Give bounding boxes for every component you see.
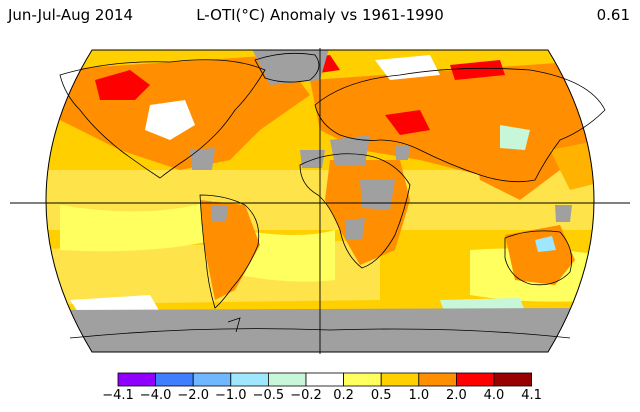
colorbar-swatch	[455, 372, 495, 387]
colorbar-tick-label: 4.0	[483, 388, 505, 403]
south-america-anomaly	[200, 200, 260, 300]
colorbar-tick-label: 0.2	[333, 388, 354, 403]
no-data-sahara	[330, 135, 370, 165]
hotspot-siberia	[385, 110, 430, 135]
colorbar-swatch	[380, 372, 420, 387]
colorbar-tick-label: −1.0	[215, 388, 247, 403]
colorbar-tick-label: −0.5	[252, 388, 285, 403]
colorbar-swatch	[305, 372, 344, 387]
colorbar-tick-label: 4.1	[521, 388, 542, 403]
globe-outline	[45, 49, 595, 353]
colorbar-swatch	[418, 372, 457, 387]
colorbar-swatch	[192, 372, 232, 387]
hotspot-north-america	[95, 70, 150, 100]
colorbar-tick-label: −0.2	[290, 388, 322, 403]
period-label: Jun-Jul-Aug 2014	[8, 6, 134, 24]
colorbar-tick-label: 2.0	[446, 388, 467, 403]
colorbar-swatch	[117, 372, 156, 387]
colorbar-tick-label: 1.0	[408, 388, 430, 403]
colorbar-tick-label: −4.1	[102, 388, 134, 403]
coastlines	[59, 52, 606, 339]
colorbar-swatch	[493, 372, 532, 387]
colorbar-tick-label: −2.0	[177, 388, 209, 403]
colorbar-swatch	[267, 372, 307, 387]
no-data-greenland	[250, 50, 330, 85]
cool-patch-australia	[535, 236, 556, 252]
colorbar-tick-label: −4.0	[139, 388, 172, 403]
cool-patch-north-america	[145, 100, 195, 140]
colorbar-swatch	[230, 372, 269, 387]
global-mean-value: 0.61	[596, 6, 630, 24]
colorbar	[117, 372, 532, 387]
colorbar-swatch	[155, 372, 194, 387]
colorbar-swatch	[343, 372, 382, 387]
colorbar-tick-label: 0.5	[370, 388, 392, 403]
australia-anomaly	[505, 225, 575, 285]
map-title: L-OTI(°C) Anomaly vs 1961-1990	[196, 6, 444, 24]
